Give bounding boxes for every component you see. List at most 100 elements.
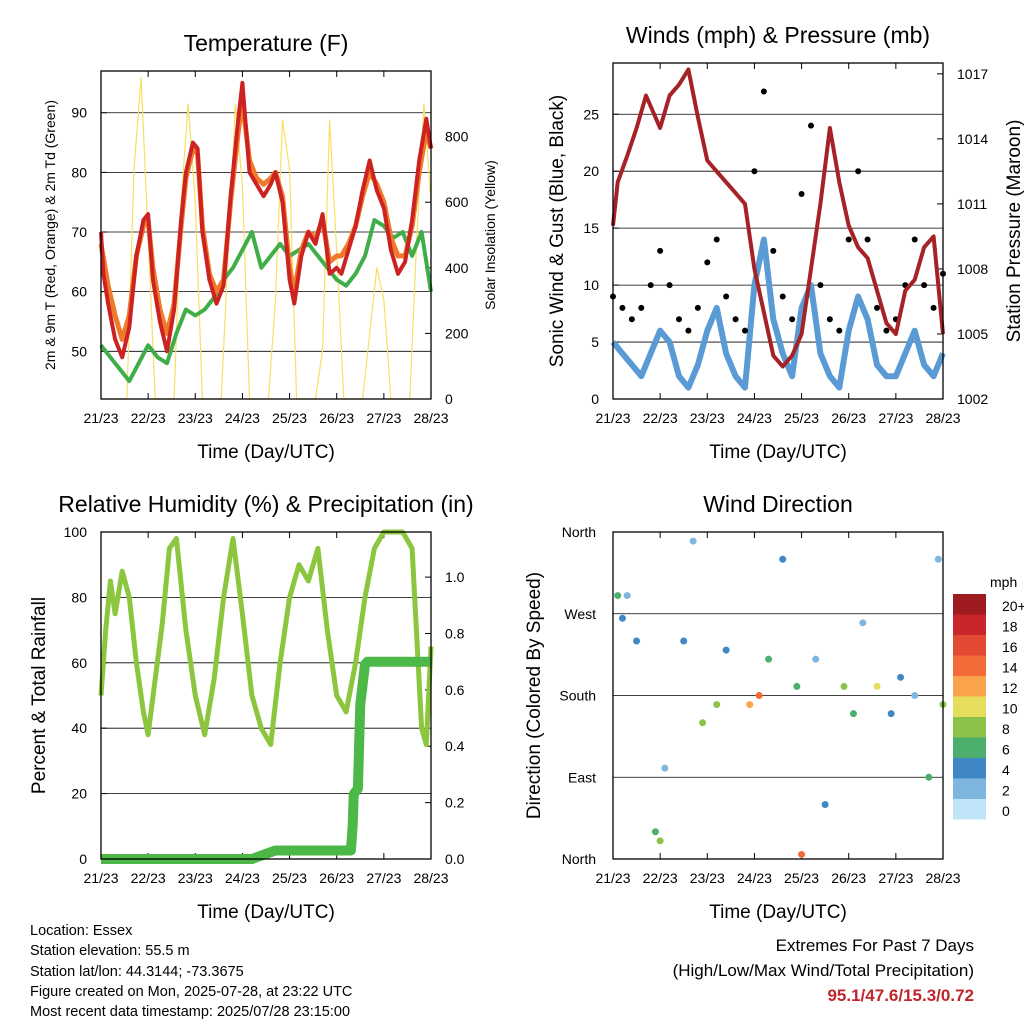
precipitation-line [101,656,431,864]
direction-point [779,555,787,563]
y-right-tick-label: 1.0 [445,569,465,585]
x-tick-label: 27/23 [878,410,913,426]
gust-point [742,327,748,334]
x-axis-label: Time (Day/UTC) [709,902,847,923]
data-timestamp: Most recent data timestamp: 2025/07/28 2… [30,1004,351,1021]
gust-point [628,316,635,323]
gust-point [826,316,833,323]
x-tick-label: 23/23 [690,410,725,426]
y-tick-label: West [564,606,596,622]
gust-point [864,236,871,243]
legend-swatch [953,614,986,635]
y-right-tick-label: 0.2 [445,795,465,811]
legend-swatch [953,676,986,697]
direction-point [765,655,773,663]
direction-point [651,828,659,836]
gust-point [779,293,786,300]
direction-point [722,646,730,654]
legend-label: 12 [1002,680,1018,696]
panel-title: Winds (mph) & Pressure (mb) [626,22,930,48]
y-tick-label: 50 [71,343,87,359]
extremes-title: Extremes For Past 7 Days [775,936,974,955]
direction-point [873,682,881,690]
x-tick-label: 21/23 [83,410,118,426]
y-tick-label: North [562,851,596,867]
y-tick-label: 80 [71,589,87,605]
y-tick-label: South [559,688,596,704]
x-tick-label: 21/23 [595,870,630,886]
direction-point [821,801,829,808]
gust-point [638,304,645,311]
legend-label: 14 [1002,660,1018,676]
gust-point [704,259,711,266]
x-tick-label: 26/23 [831,410,866,426]
y-axis-right-label: Solar Insolation (Yellow) [482,160,498,310]
direction-point [746,701,754,709]
gust-point [676,316,682,323]
y-right-tick-label: 1014 [957,131,988,147]
speed-legend: mph 20+ 18 16 14 12 10 8 6 4 2 0 [953,574,1024,820]
y-tick-label: 5 [591,334,599,350]
direction-point [661,764,669,772]
temperature-panel: Temperature (F) Time (Day/UTC) 2m & 9m T (… [42,30,498,463]
direction-point [680,637,688,645]
plot-frame [612,62,944,400]
x-tick-label: 24/23 [737,410,772,426]
y-tick-label: 70 [71,224,87,240]
x-tick-label: 21/23 [595,410,630,426]
relative-humidity-line [98,529,434,747]
station-elevation: Station elevation: 55.5 m [30,943,190,960]
x-tick-label: 23/23 [178,410,213,426]
gust-point [789,316,796,323]
x-tick-label: 28/23 [413,410,448,426]
gust-point [770,247,777,254]
x-tick-label: 27/23 [366,410,401,426]
y-right-tick-label: 1008 [957,261,988,277]
legend-swatch [953,799,986,820]
gust-point [845,236,852,243]
y-axis-right-label: Station Pressure (Maroon) [1004,120,1024,343]
x-tick-label: 25/23 [272,870,307,886]
gust-point [751,168,758,175]
temp-2m-line [99,80,433,360]
y-tick-label: North [562,524,596,540]
figure-created: Figure created on Mon, 2025-07-28, at 23… [30,983,353,1000]
gust-point [760,88,767,95]
legend-label: 0 [1002,803,1010,819]
extremes-legend: (High/Low/Max Wind/Total Precipitation) [672,961,974,980]
x-tick-label: 25/23 [784,870,819,886]
pressure-line [611,67,945,369]
x-tick-label: 22/23 [643,410,678,426]
gust-point [657,247,664,254]
direction-point [656,837,664,845]
legend-label: 6 [1002,742,1010,758]
legend-swatch [953,737,986,758]
gust-point [836,327,843,334]
x-tick-label: 28/23 [925,870,960,886]
wind-direction-panel: Wind Direction Time (Day/UTC) Direction (C… [524,491,1024,923]
y-right-tick-label: 1005 [957,326,988,342]
x-tick-label: 27/23 [366,870,401,886]
y-right-tick-label: 1011 [957,196,987,212]
gust-point [798,190,805,197]
gust-point [911,236,918,243]
x-tick-label: 22/23 [131,870,166,886]
direction-point [699,719,707,727]
x-axis-label: Time (Day/UTC) [709,442,847,463]
x-tick-label: 22/23 [131,410,166,426]
direction-point [689,537,697,545]
y-right-tick-label: 200 [445,325,469,341]
y-tick-label: 60 [71,655,87,671]
gust-point [921,282,928,289]
extremes-box: Extremes For Past 7 Days (High/Low/Max W… [673,933,974,1008]
x-tick-label: 21/23 [83,870,118,886]
x-tick-label: 22/23 [643,870,678,886]
legend-label: 4 [1002,762,1010,778]
direction-point [859,619,867,627]
direction-point [793,682,801,690]
sonic-wind-line [610,236,946,391]
y-axis-label: Direction (Colored By Speed) [524,572,545,819]
direction-point [798,850,806,858]
direction-point [934,555,942,563]
direction-point [849,710,857,718]
